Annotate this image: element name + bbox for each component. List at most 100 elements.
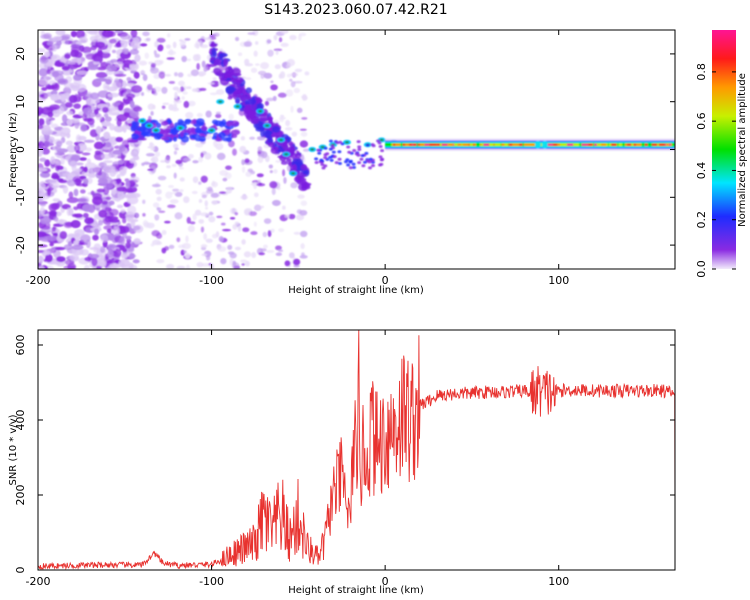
spectrogram-blob [320,145,325,149]
spectrogram-blob [379,138,384,142]
spectrogram-blob [184,118,191,125]
spectrogram-blob [130,30,138,38]
spectrogram-x-tick-label: 0 [382,274,389,287]
spectrogram-blob [244,158,250,164]
spectrogram-y-ticks: -20 -10 0 10 20 [14,47,675,254]
spectrogram-blob [207,63,216,68]
spectrogram-blob [129,252,136,260]
spectrogram-blob [299,254,308,259]
spectrogram-blob [73,188,79,197]
spectrogram-blob [70,160,78,168]
tone-core [622,143,625,146]
spectrogram-blob [141,92,145,96]
spectrogram-blob [70,30,77,38]
spectrogram-blob [145,37,151,42]
spectrogram-blob [174,91,178,100]
spectrogram-blob [80,124,88,132]
spectrogram-blob [277,148,285,153]
spectrogram-blob [129,100,135,108]
spectrogram-blob [152,86,162,93]
tone-core [462,143,469,146]
spectrogram-blob [245,171,252,177]
spectrogram-blob [215,137,223,142]
spectrogram-blob [187,73,193,77]
spectrogram-blob [88,173,97,178]
spectrogram-blob [120,101,129,106]
spectrogram-blob [185,111,194,119]
spectrogram-blob [278,116,286,120]
colorbar-label: Normalized spectral amplitude [737,73,748,227]
spectrogram-blob [217,246,227,252]
tone-core [529,143,535,146]
spectrogram-blob [45,235,58,242]
spectrogram-blob [114,73,127,77]
spectrogram-blob [226,186,233,194]
spectrogram-blob [89,253,100,259]
spectrogram-blob [346,145,351,149]
spectrogram-blob [234,87,244,95]
spectrogram-blob [133,238,141,245]
spectrogram-blob [302,171,308,175]
spectrogram-blob [190,69,199,77]
spectrogram-blob [310,148,315,151]
spectrogram-blob [56,165,64,171]
spectrogram-blob [95,77,108,82]
spectrogram-blob [196,62,200,71]
spectrogram-blob [131,133,140,140]
spectrogram-blob [124,195,134,199]
spectrogram-blob [119,166,127,174]
spectrogram-blob [150,111,154,116]
spectrogram-blob [186,58,192,62]
spectrogram-blob [153,59,163,66]
spectrogram-blob [154,151,161,157]
spectrogram-blob [69,254,80,262]
spectrogram-blob [67,241,73,247]
spectrogram-blob [48,80,56,85]
spectrogram-blob [360,154,365,158]
colorbar-tick-label: 0.6 [695,112,708,130]
spectrogram-blob [228,113,234,120]
spectrogram-blob [210,192,219,198]
spectrogram-blob [78,36,89,44]
spectrogram-blob [129,64,138,69]
spectrogram-blob [180,86,184,93]
spectrogram-blob [56,256,66,263]
spectrogram-blob [164,156,171,164]
spectrogram-blob [103,113,109,118]
spectrogram-blob [218,100,223,103]
spectrogram-blob [211,47,217,57]
spectrogram-blob [54,61,66,67]
spectrogram-blob [290,105,294,113]
spectrogram-blob [172,86,180,91]
spectrogram-blob [219,170,228,176]
spectrogram-blob [367,160,372,164]
spectrogram-blob [63,221,74,229]
spectrogram-blob [275,160,282,163]
spectrogram-blob [100,246,106,253]
spectrogram-blob [192,118,198,124]
spectrogram-blob [205,206,209,210]
spectrogram-blob [371,160,376,164]
spectrogram-blob [57,78,69,85]
spectrogram-blob [258,182,262,186]
spectrogram-blob [122,123,127,133]
spectrogram-blob [73,206,79,211]
tone-core [564,143,568,146]
spectrogram-blob [329,158,334,162]
spectrogram-blob [354,152,359,156]
spectrogram-blob [169,123,175,129]
spectrogram-blob [51,71,60,78]
spectrogram-blob [292,258,301,266]
spectrogram-blob [212,77,217,81]
spectrogram-blob [165,191,173,199]
snr-x-ticks: -200 -100 0 100 [26,330,569,588]
spectrogram-blob [253,204,262,212]
spectrogram-blob [266,249,275,253]
spectrogram-blob [61,66,70,71]
spectrogram-blob [260,205,264,209]
spectrogram-blob [302,95,308,101]
spectrogram-blob [218,131,226,139]
spectrogram-blob [332,155,337,159]
spectrogram-blob [61,34,71,39]
spectrogram-blob [243,251,252,258]
